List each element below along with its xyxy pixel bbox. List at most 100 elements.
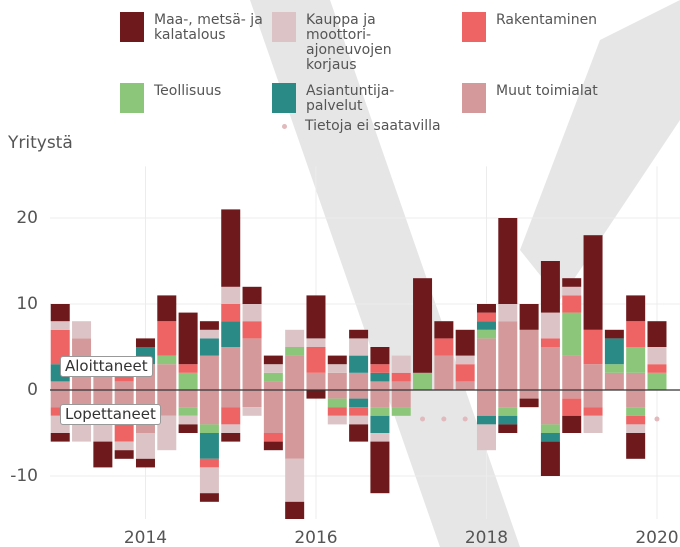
bar-segment	[583, 390, 603, 408]
bar-segment	[221, 347, 241, 390]
bar-segment	[178, 407, 198, 416]
bar-segment	[178, 364, 198, 373]
bar-segment	[327, 398, 347, 408]
bar-segment	[370, 441, 390, 494]
bar-segment	[370, 407, 390, 416]
bar-segment	[157, 295, 177, 322]
bar-segment	[199, 458, 219, 468]
legend-item: Teollisuus	[120, 83, 272, 114]
bar-segment	[604, 364, 624, 373]
bar-segment	[157, 390, 177, 416]
bar-segment	[157, 364, 177, 390]
y-tick-label: 0	[27, 380, 38, 400]
bar-segment	[434, 321, 454, 339]
bar-segment	[263, 381, 283, 390]
watermark	[250, 0, 680, 547]
bar-segment	[327, 364, 347, 373]
bar-segment	[583, 415, 603, 433]
bar-segment	[370, 390, 390, 408]
bar-segment	[370, 433, 390, 442]
bar-segment	[285, 390, 305, 459]
bar-segment	[583, 364, 603, 390]
legend-label: Asiantuntija-palvelut	[306, 83, 395, 114]
bar-segment	[626, 295, 646, 322]
legend-item: Maa-, metsä- ja kalatalous	[120, 12, 272, 73]
bar-segment	[370, 347, 390, 365]
bar-segment	[562, 312, 582, 356]
bar-segment	[135, 433, 155, 459]
bar-segment	[476, 304, 496, 313]
bar-segment	[242, 407, 262, 416]
bar-segment	[626, 424, 646, 433]
bar-segment	[242, 390, 262, 408]
bar-segment	[285, 458, 305, 502]
bar-segment	[263, 364, 283, 373]
legend-label: Rakentaminen	[496, 12, 598, 28]
bar-segment	[93, 424, 113, 442]
bar-segment	[476, 424, 496, 451]
bar-segment	[157, 355, 177, 365]
bar-segment	[221, 433, 241, 442]
bar-segment	[114, 450, 134, 459]
bar-segment	[476, 312, 496, 322]
legend-item: Asiantuntija-palvelut	[272, 83, 462, 114]
bar-segment	[498, 424, 518, 433]
bar-segment	[562, 415, 582, 433]
bar-segment	[221, 304, 241, 322]
bar-segment	[285, 355, 305, 390]
bar-segment	[455, 381, 475, 390]
bar-segment	[562, 295, 582, 313]
bar-segment	[263, 390, 283, 433]
bar-segment	[476, 415, 496, 425]
x-tick-label: 2018	[465, 528, 508, 547]
bar-segment	[370, 372, 390, 382]
bar-segment	[626, 415, 646, 425]
bar-segment	[370, 364, 390, 373]
legend-swatch	[272, 83, 296, 113]
bar-segment	[562, 390, 582, 399]
bar-segment	[626, 407, 646, 416]
bar-segment	[455, 329, 475, 356]
bar-segment	[242, 286, 262, 304]
bar-segment	[285, 347, 305, 356]
bar-segment	[349, 338, 369, 356]
legend-swatch	[120, 83, 144, 113]
bar-segment	[199, 424, 219, 433]
bar-segment	[498, 390, 518, 408]
bar-segment	[540, 261, 560, 313]
bar-segment	[327, 355, 347, 365]
legend-swatch	[462, 83, 486, 113]
bar-segment	[349, 329, 369, 339]
bar-segment	[604, 338, 624, 365]
bar-segment	[263, 355, 283, 365]
bar-segment	[562, 398, 582, 416]
bar-segment	[519, 398, 539, 408]
bar-segment	[199, 433, 219, 459]
bar-segment	[647, 321, 667, 347]
y-tick-label: -10	[10, 466, 38, 486]
bar-segment	[349, 424, 369, 442]
bar-segment	[114, 372, 134, 382]
bar-segment	[306, 338, 326, 347]
no-data-dot	[420, 416, 426, 422]
bar-segment	[199, 493, 219, 502]
y-tick-label: 20	[16, 208, 38, 228]
bar-segment	[349, 372, 369, 390]
bar-segment	[455, 364, 475, 382]
bar-segment	[562, 355, 582, 390]
bar-segment	[626, 433, 646, 459]
bar-segment	[93, 372, 113, 390]
x-tick-label: 2020	[635, 528, 678, 547]
bar-segment	[285, 329, 305, 347]
bar-segment	[391, 355, 411, 373]
bar-segment	[242, 338, 262, 390]
bar-segment	[540, 312, 560, 339]
bar-segment	[178, 415, 198, 425]
bar-segment	[626, 372, 646, 390]
bar-segment	[519, 390, 539, 399]
bar-segment	[93, 441, 113, 468]
bar-segment	[498, 415, 518, 425]
bar-segment	[583, 329, 603, 365]
